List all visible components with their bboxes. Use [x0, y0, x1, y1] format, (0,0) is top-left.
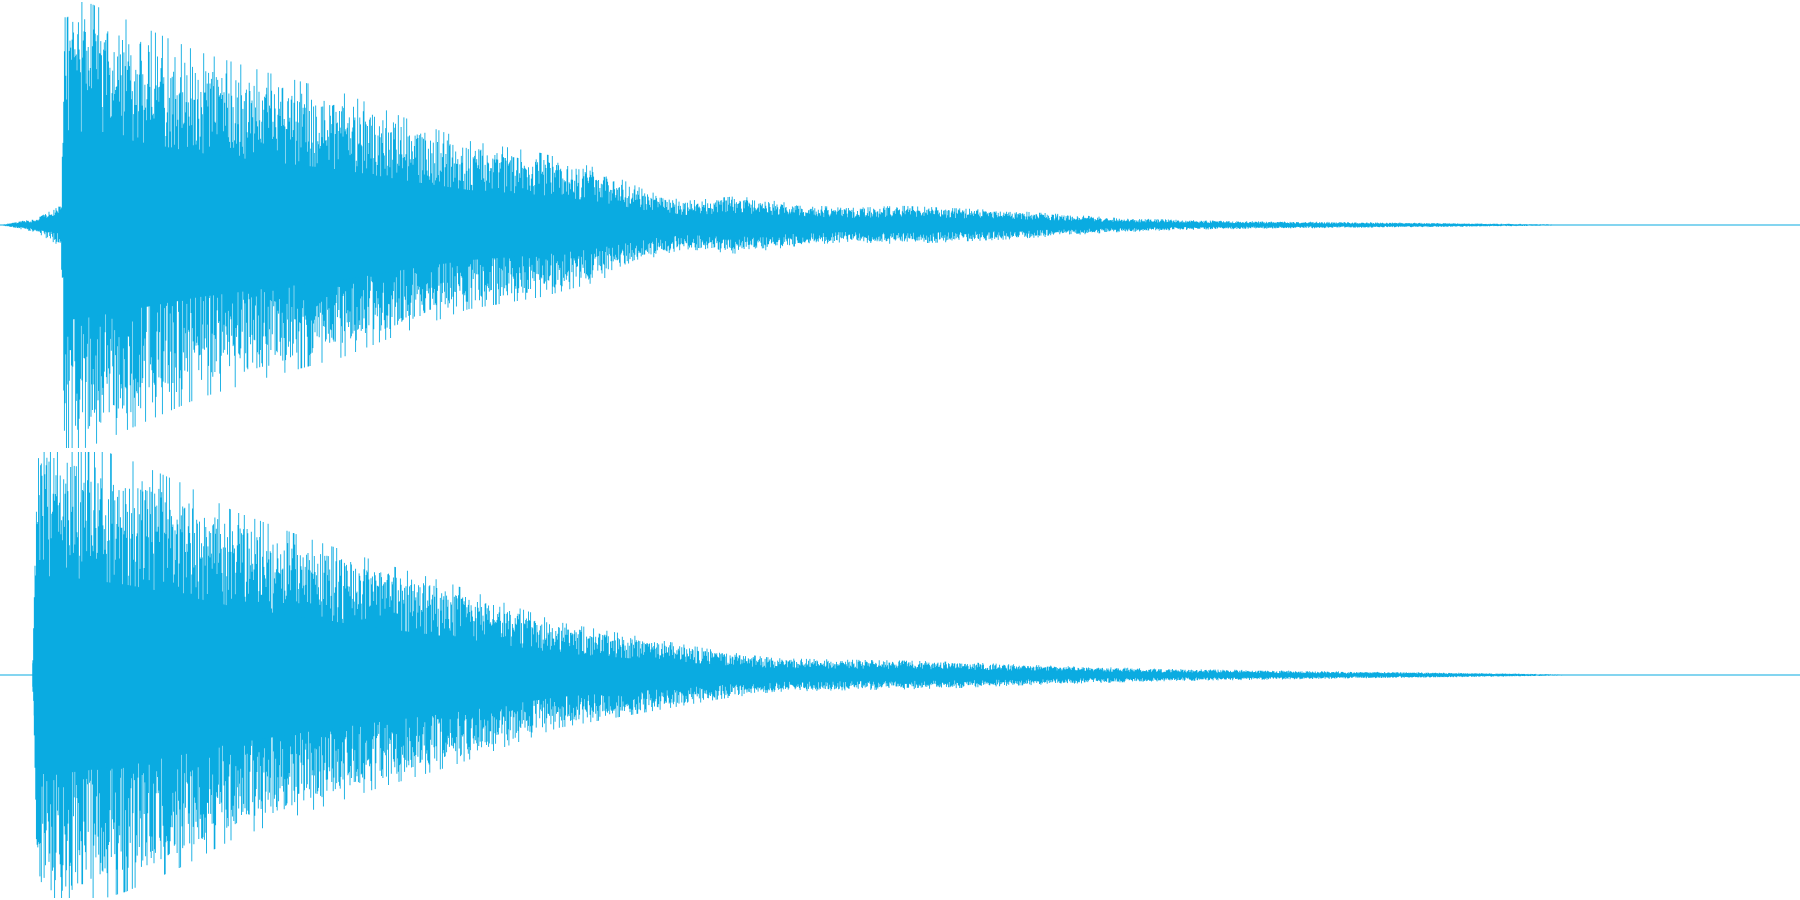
channel-2-waveform — [0, 452, 1800, 898]
channel-1-waveform — [0, 2, 1800, 448]
channel-2-signal-core — [32, 575, 1537, 775]
channel-1-signal-core — [5, 129, 1521, 321]
